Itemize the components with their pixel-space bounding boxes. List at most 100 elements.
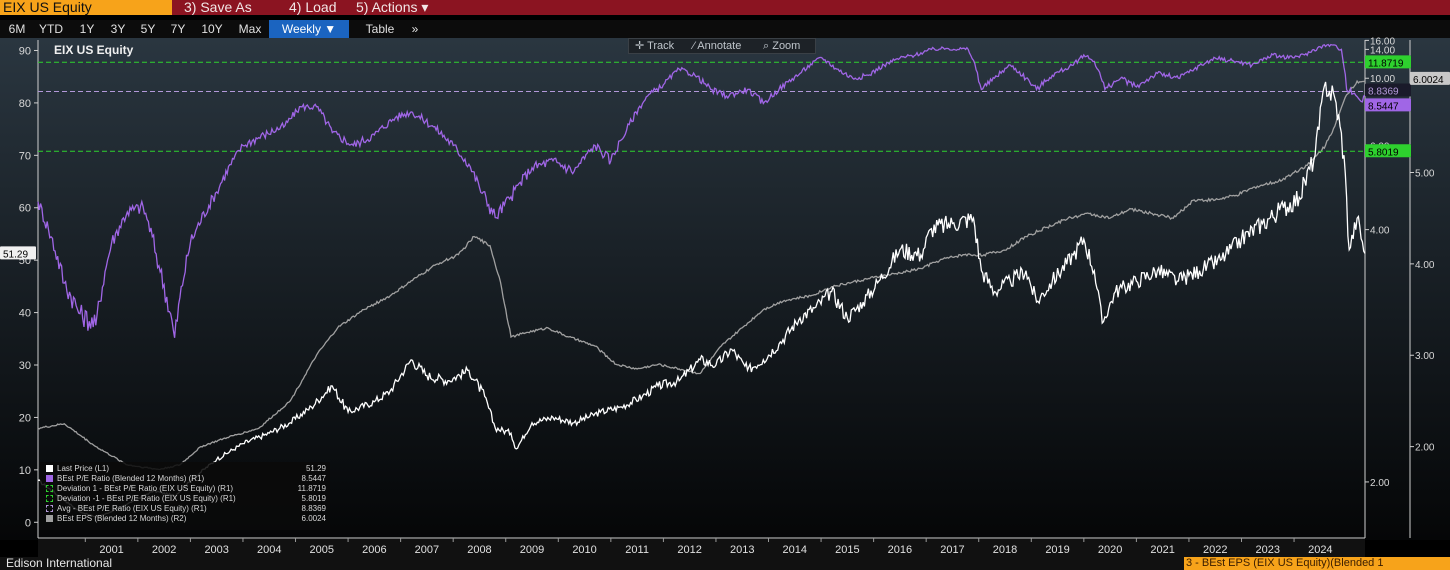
legend-value: 11.8719 bbox=[297, 484, 326, 493]
range-10y-button[interactable]: 10Y bbox=[201, 22, 223, 36]
legend-label: BEst EPS (Blended 12 Months) (R2) bbox=[57, 514, 187, 523]
load-menu[interactable]: 4) Load bbox=[289, 0, 337, 15]
avg-value-tag: 8.8369 bbox=[1368, 87, 1399, 98]
x-tick-label: 2014 bbox=[783, 544, 807, 556]
r2-tick-label: 4.00 bbox=[1415, 260, 1435, 271]
legend-value: 8.5447 bbox=[301, 474, 326, 483]
company-name: Edison International bbox=[6, 556, 113, 570]
x-tick-label: 2012 bbox=[677, 544, 701, 556]
left-tick-label: 60 bbox=[19, 203, 31, 215]
legend-swatch bbox=[46, 495, 53, 502]
x-tick-label: 2022 bbox=[1203, 544, 1227, 556]
range-max-button[interactable]: Max bbox=[238, 22, 262, 36]
legend-value: 8.8369 bbox=[301, 504, 326, 513]
pe-value-tag: 8.5447 bbox=[1368, 101, 1399, 112]
deviation-plus-value-tag-bg bbox=[1365, 55, 1411, 69]
legend-label: Deviation -1 - BEst P/E Ratio (EIX US Eq… bbox=[57, 494, 236, 503]
x-tick-label: 2020 bbox=[1098, 544, 1122, 556]
x-tick-label: 2002 bbox=[152, 544, 176, 556]
legend-swatch bbox=[46, 485, 53, 492]
r2-tick-label: 5.00 bbox=[1415, 168, 1435, 179]
status-ticker: 3 - BEst EPS (EIX US Equity)(Blended 1 bbox=[1184, 557, 1450, 570]
x-tick-label: 2010 bbox=[572, 544, 596, 556]
legend-value: 51.29 bbox=[305, 464, 326, 473]
legend-label: Deviation 1 - BEst P/E Ratio (EIX US Equ… bbox=[57, 484, 234, 493]
chart-tools-panel: ✛ Track ⁄ Annotate ⌕ Zoom bbox=[628, 38, 816, 54]
r1-tick-label: 10.00 bbox=[1370, 74, 1395, 85]
frequency-dropdown[interactable]: Weekly ▼ bbox=[269, 20, 349, 38]
range-toolbar bbox=[0, 20, 1450, 38]
left-tick-label: 20 bbox=[19, 412, 31, 424]
legend-item-deviation-plus[interactable]: Deviation 1 - BEst P/E Ratio (EIX US Equ… bbox=[46, 484, 326, 494]
r2-tick-label: 3.00 bbox=[1415, 351, 1435, 362]
range-ytd-button[interactable]: YTD bbox=[39, 22, 63, 36]
annotate-label: Annotate bbox=[697, 40, 742, 52]
legend-label: Avg - BEst P/E Ratio (EIX US Equity) (R1… bbox=[57, 504, 207, 513]
top-menu-bar bbox=[0, 0, 1450, 15]
x-tick-label: 2004 bbox=[257, 544, 281, 556]
range-1y-button[interactable]: 1Y bbox=[79, 22, 95, 36]
legend-swatch bbox=[46, 505, 53, 512]
legend-label: BEst P/E Ratio (Blended 12 Months) (R1) bbox=[57, 474, 205, 483]
x-tick-label: 2001 bbox=[99, 544, 123, 556]
left-tick-label: 10 bbox=[19, 465, 31, 477]
x-tick-label: 2017 bbox=[940, 544, 964, 556]
x-tick-label: 2023 bbox=[1256, 544, 1280, 556]
left-tick-label: 80 bbox=[19, 98, 31, 110]
table-button[interactable]: Table bbox=[365, 22, 395, 36]
x-tick-label: 2009 bbox=[520, 544, 544, 556]
x-tick-label: 2021 bbox=[1150, 544, 1174, 556]
legend-item-pe[interactable]: BEst P/E Ratio (Blended 12 Months) (R1) … bbox=[46, 474, 326, 484]
zoom-tool[interactable]: ⌕ Zoom bbox=[763, 40, 801, 52]
save-as-menu[interactable]: 3) Save As bbox=[184, 0, 252, 15]
x-tick-label: 2003 bbox=[204, 544, 228, 556]
x-tick-label: 2015 bbox=[835, 544, 859, 556]
legend-value: 5.8019 bbox=[301, 494, 326, 503]
x-tick-label: 2006 bbox=[362, 544, 386, 556]
ticker-field[interactable]: EIX US Equity bbox=[0, 0, 172, 15]
range-7y-button[interactable]: 7Y bbox=[170, 22, 186, 36]
status-bar bbox=[0, 557, 1450, 570]
annotate-tool[interactable]: ⁄ Annotate bbox=[693, 40, 742, 52]
legend-label: Last Price (L1) bbox=[57, 464, 110, 473]
deviation-plus-value-tag: 11.8719 bbox=[1368, 58, 1404, 69]
track-tool[interactable]: ✛ Track bbox=[635, 40, 675, 52]
x-axis-band bbox=[38, 539, 1365, 557]
x-tick-label: 2024 bbox=[1308, 544, 1332, 556]
more-button[interactable]: » bbox=[411, 22, 419, 36]
avg-value-tag-bg bbox=[1365, 83, 1411, 97]
range-3y-button[interactable]: 3Y bbox=[110, 22, 126, 36]
range-5y-button[interactable]: 5Y bbox=[140, 22, 156, 36]
chart-legend: Last Price (L1) 51.29 BEst P/E Ratio (Bl… bbox=[40, 462, 330, 530]
x-tick-label: 2018 bbox=[993, 544, 1017, 556]
actions-menu[interactable]: 5) Actions ▾ bbox=[356, 0, 429, 15]
legend-swatch bbox=[46, 475, 53, 482]
r2-tick-label: 2.00 bbox=[1415, 443, 1435, 454]
x-tick-label: 2008 bbox=[467, 544, 491, 556]
r1-tick-label: 14.00 bbox=[1370, 45, 1395, 56]
zoom-label: Zoom bbox=[772, 40, 801, 52]
plot-background bbox=[0, 38, 1450, 540]
x-tick-label: 2019 bbox=[1045, 544, 1069, 556]
x-tick-label: 2007 bbox=[415, 544, 439, 556]
legend-swatch bbox=[46, 465, 53, 472]
price-value-tag: 51.29 bbox=[3, 249, 28, 260]
left-tick-label: 0 bbox=[25, 517, 31, 529]
range-6m-button[interactable]: 6M bbox=[8, 22, 26, 36]
legend-swatch bbox=[46, 515, 53, 522]
legend-item-avg[interactable]: Avg - BEst P/E Ratio (EIX US Equity) (R1… bbox=[46, 504, 326, 514]
track-label: Track bbox=[647, 40, 675, 52]
left-tick-label: 90 bbox=[19, 45, 31, 57]
x-tick-label: 2005 bbox=[310, 544, 334, 556]
series-line-5 bbox=[37, 79, 1366, 471]
legend-item-price[interactable]: Last Price (L1) 51.29 bbox=[46, 464, 326, 474]
legend-item-eps[interactable]: BEst EPS (Blended 12 Months) (R2) 6.0024 bbox=[46, 514, 326, 524]
x-tick-label: 2011 bbox=[625, 544, 649, 556]
legend-item-deviation-minus[interactable]: Deviation -1 - BEst P/E Ratio (EIX US Eq… bbox=[46, 494, 326, 504]
eps-value-tag: 6.0024 bbox=[1413, 75, 1444, 86]
x-tick-label: 2013 bbox=[730, 544, 754, 556]
x-tick-label: 2016 bbox=[888, 544, 912, 556]
chart-title: EIX US Equity bbox=[54, 43, 134, 57]
chart-svg: 01020304050607080902.004.006.008.0010.00… bbox=[0, 36, 1450, 557]
deviation-minus-value-tag-bg bbox=[1365, 144, 1411, 158]
